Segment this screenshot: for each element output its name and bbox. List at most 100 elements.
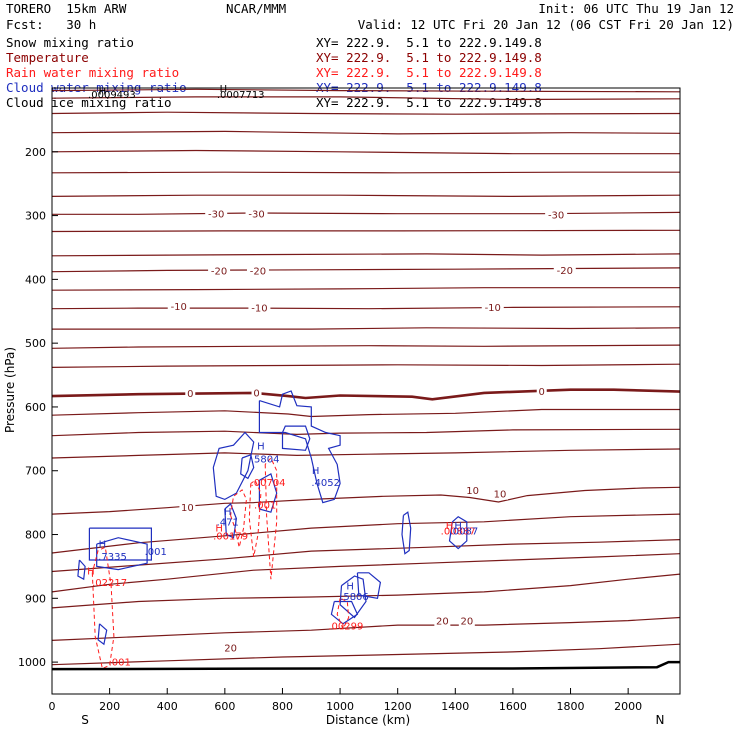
isotherm-label: -30	[208, 210, 224, 221]
isotherm	[51, 448, 681, 459]
cloud-water-contour	[77, 559, 86, 581]
isotherm	[51, 616, 681, 641]
isotherm-label-bg	[434, 614, 451, 627]
isotherm-label-bg	[458, 614, 475, 627]
contour-annotation: .4052	[311, 478, 340, 489]
y-tick-label: 300	[25, 210, 46, 223]
x-tick-label: 1000	[326, 700, 354, 713]
axis-layer: 0 200 400 600 800 1000 1200 1400 1600 1800 2000200…	[18, 146, 642, 713]
cloud-water-contour	[88, 527, 152, 561]
isotherm	[51, 96, 681, 101]
contour-annotation: .5806	[340, 592, 369, 603]
x-tick-label: 2000	[614, 700, 642, 713]
contour-annotation: .00299	[328, 622, 363, 633]
isotherm	[51, 306, 681, 310]
x-tick-label: 600	[214, 700, 235, 713]
x-tick-label: 800	[272, 700, 293, 713]
isotherm-label-bg	[222, 641, 239, 654]
cloud-water-contour	[96, 537, 148, 571]
isotherm	[51, 287, 680, 291]
isotherm	[51, 149, 680, 155]
isotherm-label: -10	[485, 303, 501, 314]
cloud-water-contour	[224, 502, 238, 539]
isotherm	[51, 408, 680, 418]
isotherm	[52, 211, 681, 215]
y-tick-label: 400	[25, 273, 46, 286]
isotherm	[51, 344, 681, 349]
isotherm-label-bg	[491, 487, 508, 500]
isotherm	[51, 388, 681, 401]
isotherm-label-bg	[553, 263, 576, 276]
y-tick-label: 700	[25, 465, 46, 478]
cloud-water-layer	[77, 390, 468, 646]
cloud-water-contour	[281, 425, 311, 451]
isotherm-label-bg	[208, 264, 231, 277]
legend-rain: Rain water mixing ratio	[6, 65, 180, 80]
contour-annotation: .00887	[441, 527, 476, 538]
ground-layer	[51, 660, 680, 671]
isotherm-layer	[51, 88, 681, 666]
y-axis-label: Pressure (hPa)	[3, 347, 17, 433]
cloud-water-contour	[339, 575, 367, 619]
contour-annotation: .001	[254, 500, 276, 511]
isotherm-label-bg	[481, 300, 504, 313]
south-label: S	[81, 713, 89, 727]
y-tick-label: 500	[25, 337, 46, 350]
contour-annotation: H	[446, 521, 454, 532]
isotherm	[51, 553, 681, 593]
ground-surface	[51, 660, 680, 671]
y-tick-label: 1000	[18, 656, 46, 669]
cloud-water-contour	[258, 473, 278, 513]
isotherm-label-bg	[246, 264, 269, 277]
isotherm	[51, 513, 681, 554]
isotherm	[51, 130, 681, 135]
isotherm-label: -10	[171, 302, 187, 313]
isotherm	[51, 267, 681, 273]
isotherm	[51, 253, 681, 257]
contour-annotation: .00704	[251, 478, 286, 489]
contour-annotation: H	[87, 567, 95, 578]
isotherm-label-bg	[536, 385, 547, 397]
contour-annotation: H	[99, 86, 107, 97]
isotherm-label: 10	[494, 490, 507, 501]
plot-frame	[51, 87, 681, 695]
isotherm	[51, 643, 681, 666]
rain-contour	[91, 546, 115, 670]
isotherm-label: 0	[187, 389, 193, 400]
isotherm-label-bg	[167, 300, 190, 313]
isotherm	[51, 194, 681, 198]
contour-annotation: H	[257, 442, 265, 453]
isotherm-label: 20	[460, 617, 473, 628]
isotherm-label-bg	[179, 501, 196, 514]
x-tick-label: 400	[157, 700, 178, 713]
contour-annotation: H	[215, 523, 223, 534]
isotherm-label: 0	[539, 387, 545, 398]
isotherm-label: -20	[211, 266, 227, 277]
contour-annotation: H	[312, 466, 320, 477]
isotherm-label: 10	[466, 486, 479, 497]
model-label: TORERO 15km ARW	[6, 1, 127, 16]
y-tick-label: 900	[25, 592, 46, 605]
valid-time: Valid: 12 UTC Fri 20 Jan 12 (06 CST Fri …	[357, 17, 734, 32]
rain-contour	[336, 597, 350, 631]
isotherm	[51, 486, 681, 515]
isotherm	[51, 573, 681, 609]
cloud-water-contour	[448, 515, 468, 550]
isotherm	[51, 363, 681, 368]
y-tick-label: 800	[25, 529, 46, 542]
x-tick-label: 1200	[384, 700, 412, 713]
isotherm-label: 20	[436, 617, 449, 628]
cloud-water-contour	[330, 600, 359, 625]
cloud-water-contour	[356, 572, 382, 599]
isotherm-label-bg	[245, 207, 268, 220]
contour-annotation: H	[220, 84, 228, 95]
x-tick-label: 200	[99, 700, 120, 713]
isotherm	[51, 171, 680, 174]
y-tick-label: 200	[25, 146, 46, 159]
contour-label-layer: -30 -30 -30 -20 -20 -20 -10 -10 -10 0 0 0 10 10 10 20 20…	[87, 84, 576, 668]
x-tick-label: 1400	[441, 700, 469, 713]
isotherm	[52, 327, 681, 330]
cloud-water-contour	[401, 511, 412, 555]
contour-annotation: .0007713	[217, 90, 265, 101]
rain-contour	[248, 479, 262, 557]
